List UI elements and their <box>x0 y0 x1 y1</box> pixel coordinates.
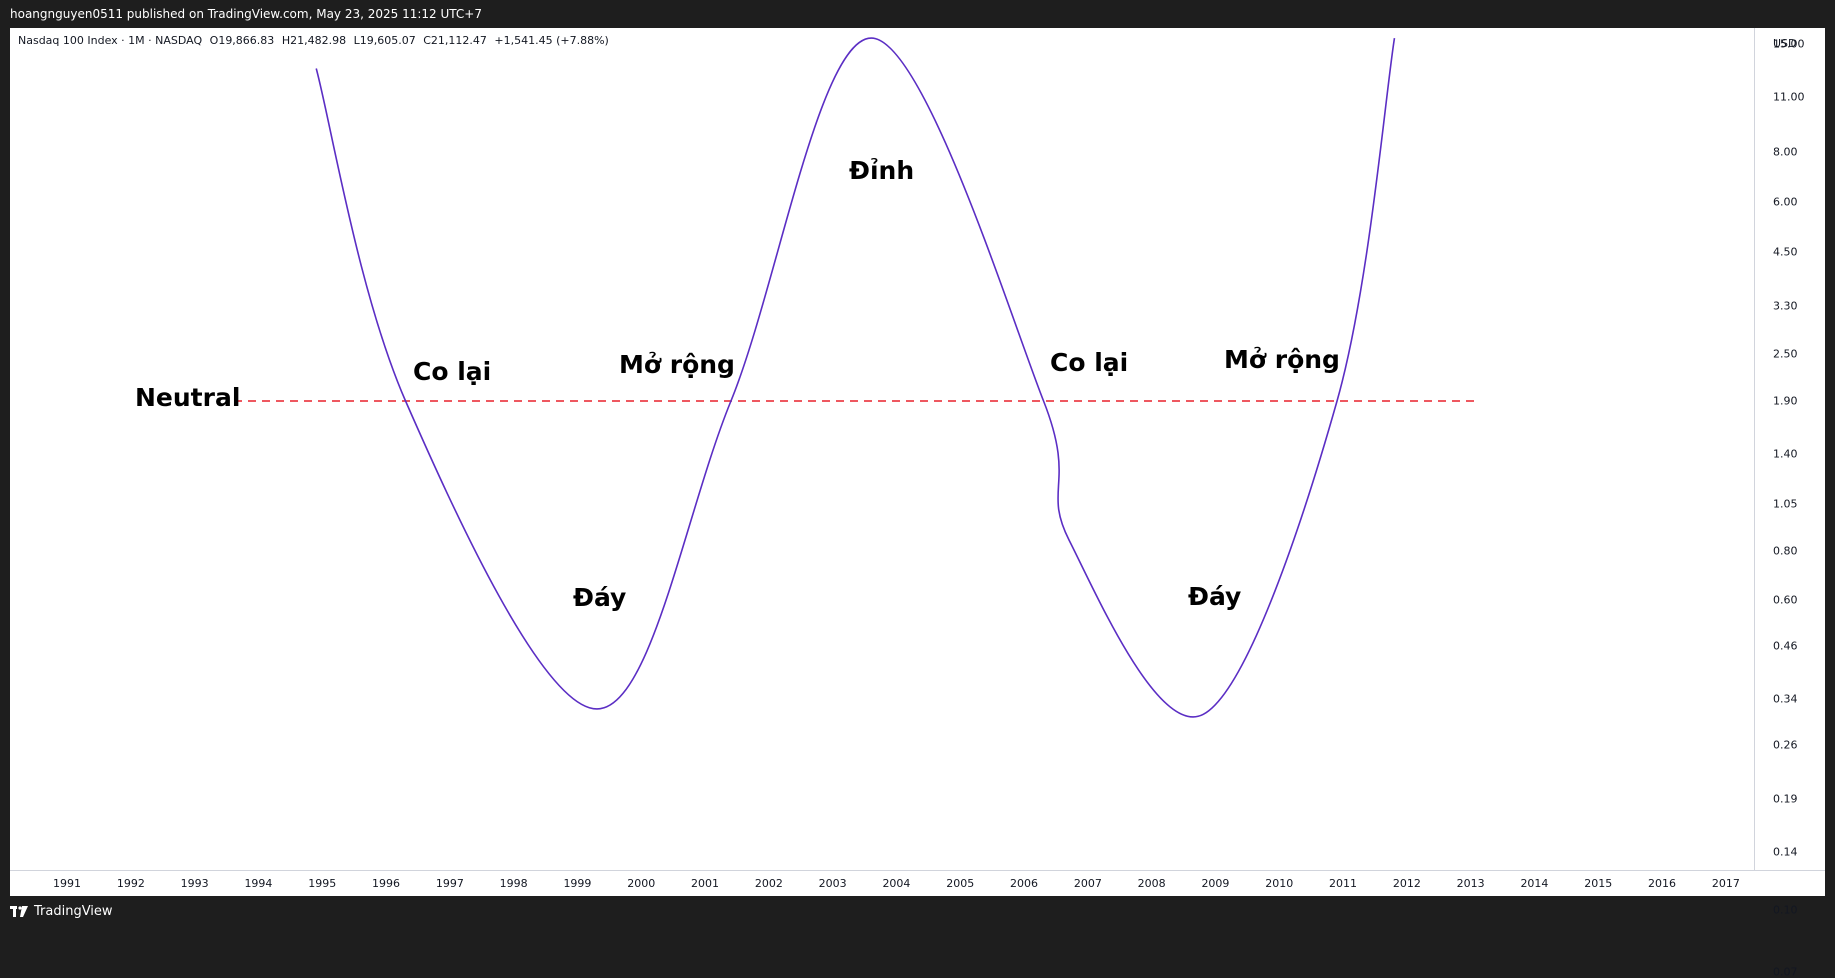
contract-label-2: Co lại <box>1050 348 1128 377</box>
neutral-label: Neutral <box>135 383 240 412</box>
time-tick-label: 1997 <box>435 877 464 890</box>
time-tick-label: 2003 <box>818 877 847 890</box>
publish-info-bar: hoangnguyen0511 published on TradingView… <box>0 0 1835 28</box>
price-tick-label: 0.34 <box>1773 692 1798 705</box>
ohlc-open: O19,866.83 <box>209 34 275 47</box>
expand-label-1: Mở rộng <box>619 350 735 379</box>
price-tick-label: 15.00 <box>1773 37 1805 51</box>
time-tick-label: 2010 <box>1265 877 1294 890</box>
time-tick-label: 2017 <box>1711 877 1740 890</box>
currency-label[interactable]: USD <box>1773 37 1797 50</box>
price-tick-label: 0.07 <box>1773 965 1798 978</box>
brand-name: TradingView <box>34 904 113 919</box>
ohlc-close: C21,112.47 <box>423 34 487 47</box>
price-tick-label: 0.60 <box>1773 593 1798 607</box>
price-tick-label: 0.80 <box>1773 544 1798 558</box>
peak-label: Đỉnh <box>849 156 914 185</box>
price-tick-label: 1.05 <box>1773 497 1798 511</box>
time-tick-label: 2013 <box>1456 877 1485 890</box>
time-tick-label: 2014 <box>1520 877 1549 890</box>
chart-plot-area[interactable]: Neutral Co lại Mở rộng Đỉnh Co lại Mở rộ… <box>10 28 1754 870</box>
price-tick-label: 6.00 <box>1773 195 1798 209</box>
time-tick-label: 2004 <box>882 877 911 890</box>
time-tick-label: 1999 <box>563 877 592 890</box>
price-tick-label: 2.50 <box>1773 347 1798 361</box>
contract-label-1: Co lại <box>413 357 491 386</box>
expand-label-2: Mở rộng <box>1224 345 1340 374</box>
chart-frame[interactable]: Neutral Co lại Mở rộng Đỉnh Co lại Mở rộ… <box>10 0 1826 978</box>
time-tick-label: 2005 <box>946 877 975 890</box>
price-tick-label: 20.00 <box>1773 0 1805 1</box>
time-tick-label: 2001 <box>691 877 720 890</box>
time-tick-label: 1993 <box>180 877 209 890</box>
time-axis[interactable]: 1991 1992 1993 1994 1995 1996 1997 1998 1999 2000… <box>10 870 1825 897</box>
time-tick-label: 2000 <box>627 877 656 890</box>
footer-bar: TradingView <box>0 896 1835 932</box>
time-tick-label: 2008 <box>1137 877 1166 890</box>
time-tick-label: 2007 <box>1073 877 1102 890</box>
price-tick-label: 0.26 <box>1773 738 1798 752</box>
tradingview-logo-icon <box>10 906 28 917</box>
price-tick-label: 3.30 <box>1773 299 1798 313</box>
time-tick-label: 2002 <box>754 877 783 890</box>
price-tick-label: 11.00 <box>1773 90 1805 104</box>
publisher-text: hoangnguyen0511 published on TradingView… <box>10 7 482 21</box>
price-tick-label: 8.00 <box>1773 145 1798 159</box>
time-tick-label: 2011 <box>1329 877 1358 890</box>
time-tick-label: 1994 <box>244 877 273 890</box>
price-tick-label: 0.10 <box>1773 903 1798 917</box>
time-tick-label: 2015 <box>1584 877 1613 890</box>
ohlc-high: H21,482.98 <box>281 34 347 47</box>
price-tick-label: 0.14 <box>1773 845 1798 859</box>
price-tick-label: 4.50 <box>1773 245 1798 259</box>
price-tick-label: 0.19 <box>1773 792 1798 806</box>
time-tick-label: 1998 <box>499 877 528 890</box>
ohlc-change: +1,541.45 (+7.88%) <box>494 34 609 47</box>
time-tick-label: 1992 <box>116 877 145 890</box>
trough-label-2: Đáy <box>1188 582 1241 611</box>
time-tick-label: 1995 <box>308 877 337 890</box>
ohlc-low: L19,605.07 <box>353 34 416 47</box>
cycle-curve <box>315 37 1396 718</box>
chart-svg[interactable]: Neutral Co lại Mở rộng Đỉnh Co lại Mở rộ… <box>10 28 1754 870</box>
time-tick-label: 1991 <box>53 877 82 890</box>
time-tick-label: 1996 <box>372 877 401 890</box>
time-tick-label: 2009 <box>1201 877 1230 890</box>
price-tick-label: 1.90 <box>1773 394 1798 408</box>
symbol-name[interactable]: Nasdaq 100 Index · 1M · NASDAQ <box>18 34 203 47</box>
time-tick-label: 2006 <box>1010 877 1039 890</box>
price-tick-label: 0.46 <box>1773 639 1798 653</box>
trough-label-1: Đáy <box>573 583 626 612</box>
price-tick-label: 1.40 <box>1773 447 1798 461</box>
symbol-legend[interactable]: Nasdaq 100 Index · 1M · NASDAQ O19,866.8… <box>18 34 613 47</box>
time-tick-label: 2016 <box>1648 877 1677 890</box>
price-axis[interactable]: USD 64.0049.0037.0027.0020.0015.0011.008… <box>1754 0 1826 978</box>
time-tick-label: 2012 <box>1392 877 1421 890</box>
